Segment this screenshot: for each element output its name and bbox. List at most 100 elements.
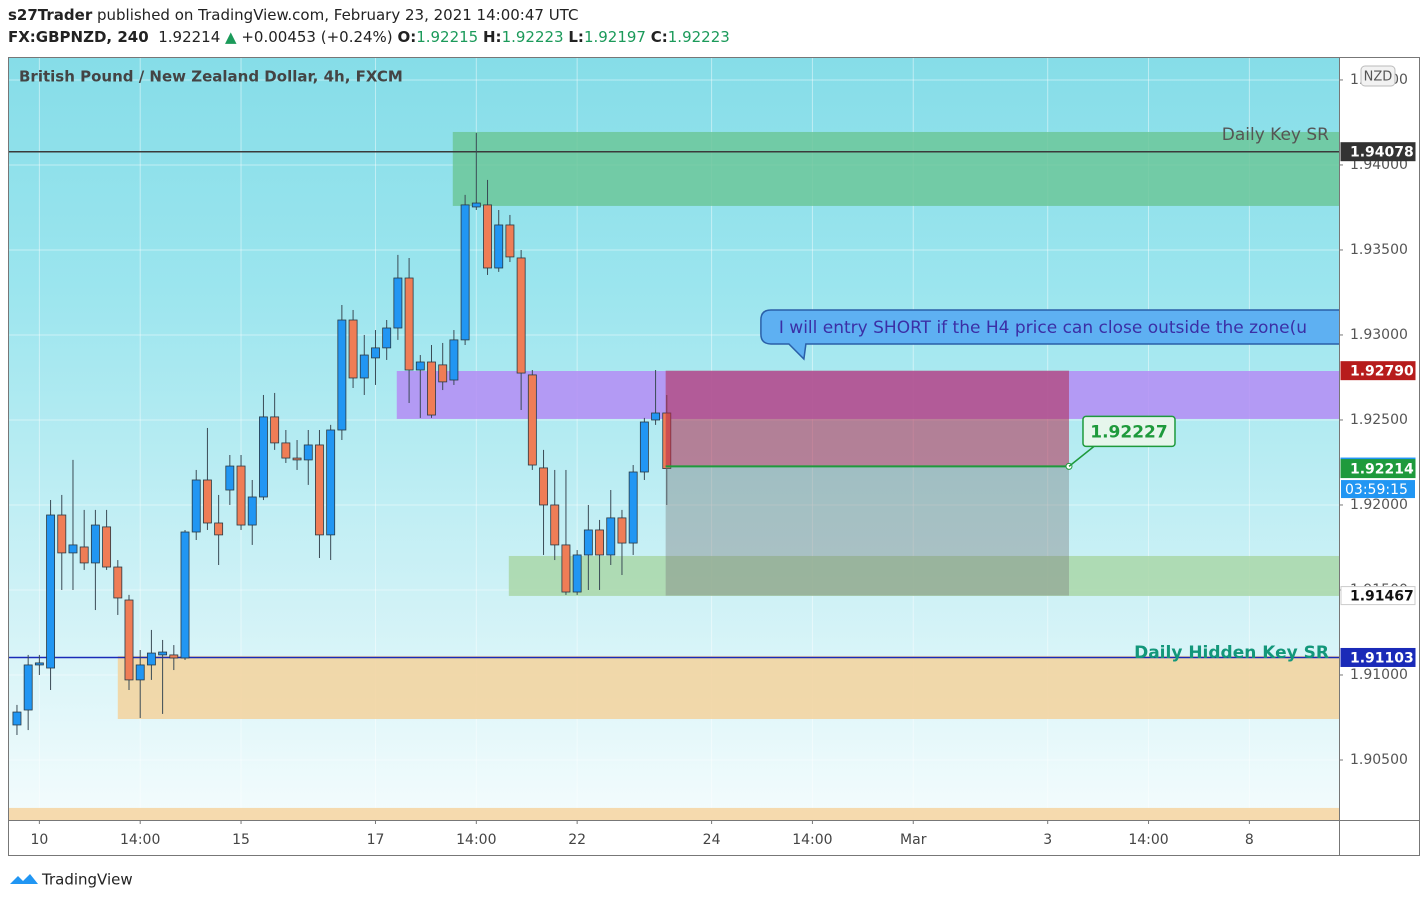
candle-body: [23, 664, 33, 711]
countdown-box: [1341, 480, 1415, 499]
y-tick-label: 1.93500: [1350, 242, 1408, 258]
candle-body: [315, 444, 324, 536]
candle-body: [460, 204, 470, 341]
stop-zone: [665, 370, 1069, 467]
price-label-box: [1340, 142, 1416, 162]
candle-body: [438, 364, 448, 383]
y-tick-label: 1.90500: [1350, 752, 1408, 768]
candle-body: [561, 544, 571, 593]
entry-label-box: [1082, 415, 1176, 448]
y-tick-label: 1.91000: [1350, 667, 1408, 683]
candle-body: [191, 479, 201, 533]
candle-body: [292, 457, 302, 461]
candle-body: [606, 517, 616, 556]
price-label: 1.91467: [1350, 589, 1414, 605]
price-label: 1.91103: [1350, 650, 1414, 666]
o-label: O:: [397, 28, 417, 46]
candle-body: [46, 514, 56, 669]
zone: [452, 131, 1339, 206]
candle-body: [259, 416, 268, 498]
candle-body: [202, 479, 212, 524]
candle-body: [539, 467, 548, 506]
symbol-line: FX:GBPNZD, 240 1.92214 ▲ +0.00453 (+0.24…: [8, 28, 730, 46]
candle-body: [214, 522, 224, 536]
candle-body: [427, 361, 436, 416]
candle-body: [180, 531, 190, 659]
publish-line: s27Trader published on TradingView.com, …: [8, 6, 578, 24]
x-tick-label: Mar: [900, 832, 927, 848]
candle-body: [595, 529, 604, 556]
change: +0.00453 (+0.24%): [241, 28, 393, 46]
candle-body: [90, 524, 100, 564]
x-tick-label: 14:00: [456, 832, 496, 848]
l: 1.92197: [583, 28, 646, 46]
candle-body: [393, 277, 403, 329]
zone: [117, 655, 1339, 720]
candle-body: [326, 429, 336, 536]
candle-body: [471, 202, 481, 208]
price-label: 1.94078: [1350, 145, 1414, 161]
callout-box: [760, 309, 1339, 361]
arrow: ▲: [225, 28, 237, 46]
candle-body: [572, 554, 582, 593]
x-tick-label: 15: [232, 832, 250, 848]
symbol: FX:GBPNZD, 240: [8, 28, 149, 46]
price-label-box: [1340, 361, 1416, 381]
frame: [8, 57, 1420, 856]
label-pointer: [1068, 445, 1095, 467]
candle-body: [158, 651, 168, 656]
price-label-box: [1340, 586, 1416, 606]
entry-label: 1.92227: [1090, 422, 1167, 442]
candle-body: [639, 421, 649, 473]
candle-body: [102, 526, 112, 568]
h: 1.92223: [501, 28, 564, 46]
target-zone: [665, 466, 1069, 596]
y-tick-label: 1.93000: [1350, 327, 1408, 343]
candle-body: [651, 412, 661, 421]
zone: [508, 555, 1339, 596]
candle-body: [57, 514, 67, 554]
candle-body: [236, 465, 246, 526]
candle-body: [270, 416, 280, 444]
x-tick-label: 14:00: [1128, 832, 1168, 848]
x-tick-label: 10: [30, 832, 48, 848]
price-label-box: [1340, 647, 1416, 667]
candle-body: [583, 529, 593, 556]
x-tick-label: 22: [568, 832, 586, 848]
callout-text: I will entry SHORT if the H4 price can c…: [779, 318, 1307, 338]
price-label: 1.92790: [1350, 364, 1414, 380]
candle-body: [124, 599, 134, 681]
candle-body: [12, 711, 22, 726]
candle-body: [281, 442, 291, 459]
price-label: 1.92214: [1350, 462, 1414, 478]
candle-body: [494, 224, 504, 269]
currency-box: [1360, 65, 1396, 87]
candle-body: [247, 496, 257, 526]
published: published on TradingView.com, February 2…: [92, 6, 579, 24]
candle-body: [449, 339, 459, 381]
candle-body: [483, 204, 492, 269]
zone: [8, 807, 1339, 820]
plot: Daily Key SR Daily Hidden Key SR 1.92227 I …: [8, 57, 1339, 820]
candle-body: [617, 517, 627, 544]
price-label-box: [1340, 459, 1416, 479]
x-tick-label: 17: [367, 832, 385, 848]
candle-body: [79, 546, 89, 564]
candle-body: [146, 652, 156, 666]
candle-body: [371, 347, 380, 359]
candle-body: [225, 465, 235, 491]
y-tick-label: 1.92500: [1350, 412, 1408, 428]
candle-body: [113, 566, 123, 599]
candle-body: [135, 664, 145, 681]
chart-title: British Pound / New Zealand Dollar, 4h, …: [19, 68, 403, 86]
author: s27Trader: [8, 6, 93, 24]
o: 1.92215: [416, 28, 479, 46]
candle-body: [404, 277, 414, 371]
candle-body: [359, 354, 369, 379]
candle-body: [34, 662, 44, 666]
candle-body: [68, 544, 78, 554]
candle-body: [337, 319, 347, 431]
brand: TradingView: [41, 871, 133, 889]
